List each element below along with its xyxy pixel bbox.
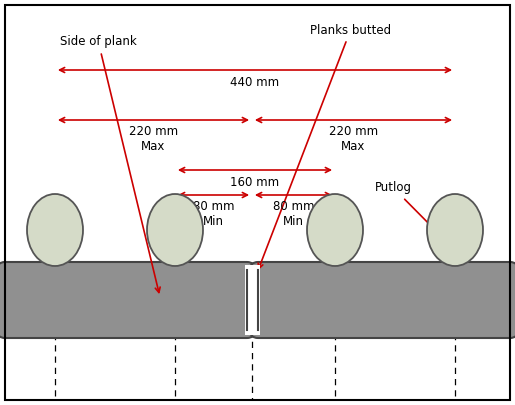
- Text: 220 mm
Max: 220 mm Max: [329, 125, 378, 153]
- Ellipse shape: [427, 194, 483, 266]
- Text: 160 mm: 160 mm: [230, 176, 280, 189]
- Text: Planks butted: Planks butted: [258, 23, 391, 269]
- Text: 440 mm: 440 mm: [230, 76, 280, 89]
- Text: Putlog: Putlog: [375, 181, 447, 242]
- Bar: [227, 270, 249, 330]
- Ellipse shape: [307, 194, 363, 266]
- FancyBboxPatch shape: [0, 262, 255, 338]
- Bar: [256, 270, 278, 330]
- Bar: [245, 265, 260, 335]
- Text: 80 mm
Min: 80 mm Min: [273, 200, 314, 228]
- FancyBboxPatch shape: [250, 262, 515, 338]
- Text: 220 mm
Max: 220 mm Max: [129, 125, 178, 153]
- Text: Side of plank: Side of plank: [60, 36, 160, 292]
- Ellipse shape: [27, 194, 83, 266]
- Text: 80 mm
Min: 80 mm Min: [193, 200, 234, 228]
- Ellipse shape: [147, 194, 203, 266]
